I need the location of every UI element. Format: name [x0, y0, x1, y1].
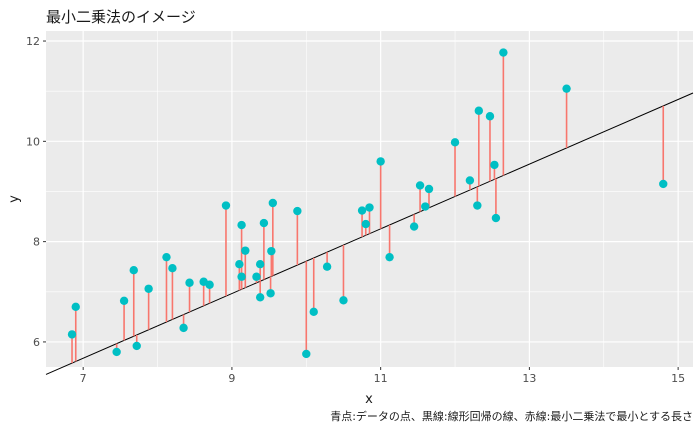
- data-point: [474, 106, 484, 115]
- data-point: [205, 280, 214, 289]
- plot-panel: [46, 31, 693, 367]
- data-point: [491, 213, 501, 223]
- data-point: [267, 246, 276, 256]
- x-tick-label: 7: [80, 372, 87, 385]
- data-point: [293, 206, 302, 216]
- data-point: [409, 222, 419, 231]
- data-point: [302, 349, 311, 359]
- data-point: [237, 272, 246, 281]
- data-point: [322, 262, 332, 271]
- data-point: [385, 252, 394, 262]
- data-point: [241, 246, 250, 255]
- data-point: [179, 323, 188, 333]
- residual-lines: [71, 52, 665, 364]
- data-point: [361, 219, 370, 229]
- x-tick-label: 11: [374, 372, 388, 385]
- data-point: [129, 266, 138, 275]
- data-point: [266, 289, 275, 298]
- x-tick-label: 15: [671, 372, 685, 385]
- data-point: [357, 206, 367, 215]
- data-point: [424, 184, 434, 194]
- data-point: [237, 220, 246, 230]
- data-point: [485, 112, 495, 121]
- data-point: [421, 202, 430, 211]
- x-axis-title: x: [365, 392, 373, 407]
- data-point: [562, 84, 571, 93]
- data-point: [659, 179, 668, 189]
- data-point: [255, 293, 265, 302]
- data-point: [490, 160, 499, 170]
- chart-title: 最小二乗法のイメージ: [46, 8, 196, 26]
- data-point: [235, 259, 244, 269]
- data-point: [162, 252, 171, 262]
- data-point: [71, 302, 80, 312]
- data-point: [376, 157, 385, 166]
- x-tick-label: 13: [522, 372, 536, 385]
- y-tick-label: 8: [33, 236, 40, 249]
- data-point: [473, 201, 482, 210]
- data-point: [119, 296, 129, 306]
- y-axis-title: y: [7, 195, 22, 203]
- data-point: [67, 330, 77, 339]
- data-point: [499, 48, 508, 57]
- y-tick-label: 10: [26, 135, 40, 148]
- data-point: [309, 307, 318, 317]
- y-tick-label: 6: [33, 336, 40, 349]
- data-point: [132, 341, 141, 351]
- data-point: [259, 218, 269, 228]
- data-point: [144, 284, 153, 293]
- tick-labels: 7 9 11 13 15 6 8 10 12: [26, 35, 685, 385]
- data-points: [67, 48, 668, 359]
- data-point: [112, 347, 121, 357]
- data-point: [415, 181, 425, 190]
- data-point: [255, 259, 265, 269]
- data-point: [450, 138, 460, 147]
- data-point: [365, 203, 374, 212]
- data-point: [168, 264, 177, 273]
- data-point: [339, 296, 348, 305]
- grid-lines: [46, 31, 693, 367]
- data-point: [465, 176, 475, 185]
- x-tick-label: 9: [228, 372, 235, 385]
- data-point: [185, 278, 194, 287]
- chart-caption: 青点:データの点、黒線:線形回帰の線、赤線:最小二乗法で最小とする長さ: [330, 409, 693, 423]
- data-point: [252, 272, 261, 281]
- data-point: [268, 198, 278, 208]
- data-point: [221, 201, 231, 210]
- y-tick-label: 12: [26, 35, 40, 48]
